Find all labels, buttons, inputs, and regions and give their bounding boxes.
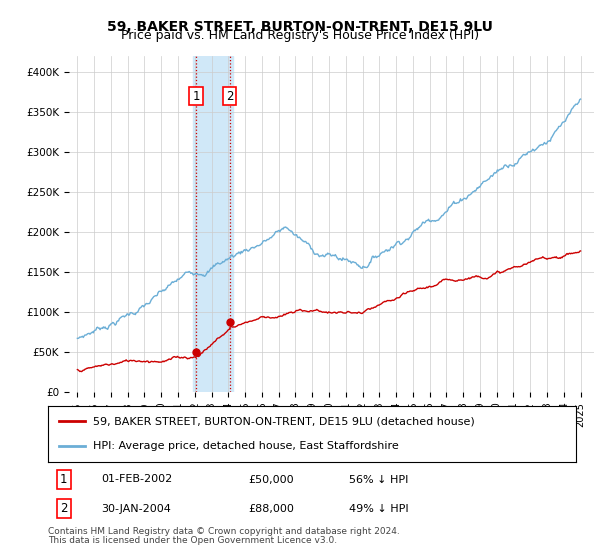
Text: 59, BAKER STREET, BURTON-ON-TRENT, DE15 9LU: 59, BAKER STREET, BURTON-ON-TRENT, DE15 … <box>107 20 493 34</box>
Text: 56% ↓ HPI: 56% ↓ HPI <box>349 474 409 484</box>
Text: This data is licensed under the Open Government Licence v3.0.: This data is licensed under the Open Gov… <box>48 536 337 545</box>
Text: 1: 1 <box>60 473 68 486</box>
Bar <box>193 56 233 392</box>
Text: 2: 2 <box>60 502 68 515</box>
Text: 49% ↓ HPI: 49% ↓ HPI <box>349 504 409 514</box>
Text: 30-JAN-2004: 30-JAN-2004 <box>101 504 170 514</box>
Text: Contains HM Land Registry data © Crown copyright and database right 2024.: Contains HM Land Registry data © Crown c… <box>48 528 400 536</box>
Text: 2: 2 <box>226 90 233 102</box>
Text: 59, BAKER STREET, BURTON-ON-TRENT, DE15 9LU (detached house): 59, BAKER STREET, BURTON-ON-TRENT, DE15 … <box>93 416 475 426</box>
Text: Price paid vs. HM Land Registry's House Price Index (HPI): Price paid vs. HM Land Registry's House … <box>121 29 479 42</box>
Text: £50,000: £50,000 <box>248 474 294 484</box>
Text: 1: 1 <box>193 90 200 102</box>
Text: HPI: Average price, detached house, East Staffordshire: HPI: Average price, detached house, East… <box>93 441 398 451</box>
Text: £88,000: £88,000 <box>248 504 295 514</box>
Text: 01-FEB-2002: 01-FEB-2002 <box>101 474 172 484</box>
